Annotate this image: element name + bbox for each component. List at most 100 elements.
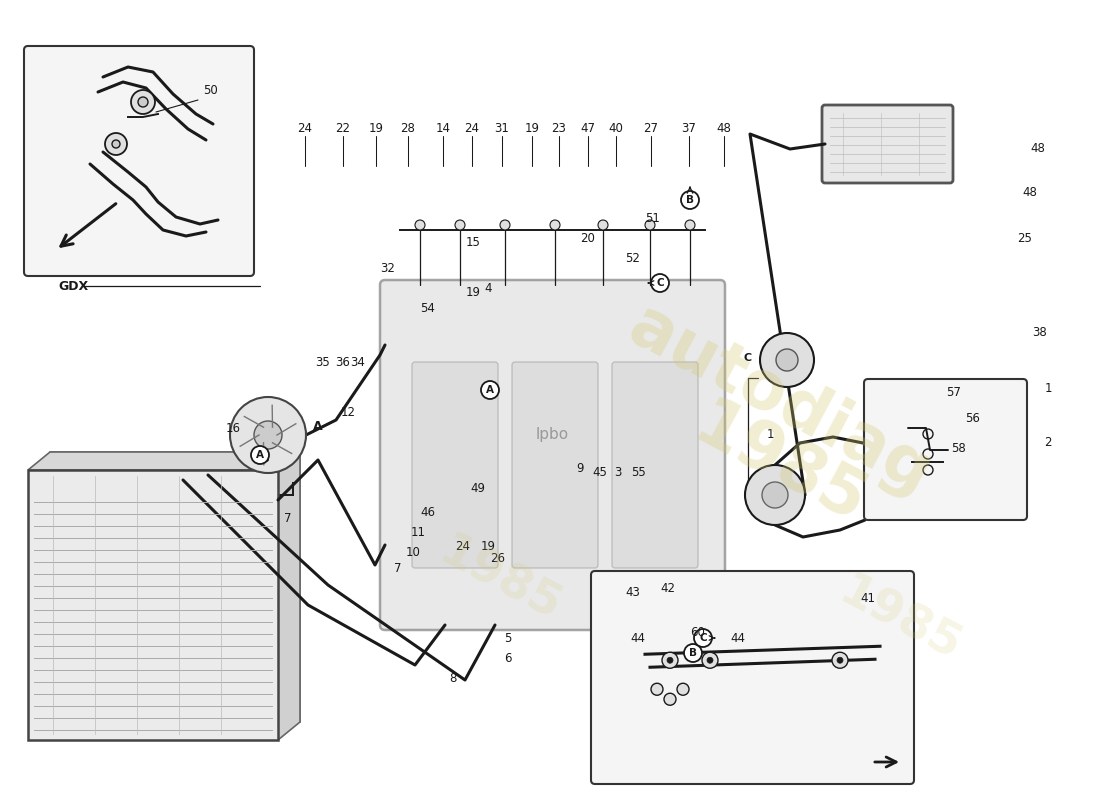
Text: 54: 54 <box>420 302 436 314</box>
Text: 9: 9 <box>576 462 584 474</box>
Circle shape <box>645 220 654 230</box>
Text: 26: 26 <box>491 551 506 565</box>
Text: 57: 57 <box>947 386 961 399</box>
Circle shape <box>662 652 678 668</box>
Circle shape <box>598 220 608 230</box>
Text: 6: 6 <box>504 651 512 665</box>
Text: 24: 24 <box>455 539 471 553</box>
Text: 48: 48 <box>1023 186 1037 199</box>
Text: 32: 32 <box>381 262 395 274</box>
Text: 46: 46 <box>420 506 436 519</box>
Text: 37: 37 <box>682 122 696 134</box>
Circle shape <box>776 349 798 371</box>
Text: autodiag: autodiag <box>617 292 943 508</box>
Text: 12: 12 <box>341 406 355 419</box>
Text: 52: 52 <box>626 251 640 265</box>
Circle shape <box>651 683 663 695</box>
Text: 20: 20 <box>581 231 595 245</box>
Circle shape <box>651 274 669 292</box>
Text: A: A <box>314 421 322 434</box>
Circle shape <box>694 629 712 647</box>
Text: 50: 50 <box>202 83 218 97</box>
Text: 2: 2 <box>1044 437 1052 450</box>
Circle shape <box>500 220 510 230</box>
Text: A: A <box>256 450 264 460</box>
Text: 15: 15 <box>465 237 481 250</box>
Text: 19: 19 <box>465 286 481 299</box>
FancyBboxPatch shape <box>512 362 598 568</box>
Circle shape <box>112 140 120 148</box>
Text: 25: 25 <box>1018 231 1033 245</box>
Text: GDX: GDX <box>58 279 88 293</box>
Circle shape <box>685 220 695 230</box>
Circle shape <box>760 333 814 387</box>
FancyBboxPatch shape <box>28 470 278 740</box>
Text: 58: 58 <box>950 442 966 454</box>
Text: 24: 24 <box>297 122 312 134</box>
FancyBboxPatch shape <box>612 362 698 568</box>
Circle shape <box>138 97 148 107</box>
Text: 14: 14 <box>436 122 451 134</box>
FancyBboxPatch shape <box>822 105 953 183</box>
Text: 27: 27 <box>644 122 659 134</box>
Text: 35: 35 <box>316 357 330 370</box>
Text: 34: 34 <box>351 357 365 370</box>
Text: 16: 16 <box>226 422 241 434</box>
FancyBboxPatch shape <box>379 280 725 630</box>
Text: B: B <box>689 648 697 658</box>
Text: 41: 41 <box>860 591 876 605</box>
Circle shape <box>745 465 805 525</box>
Text: 51: 51 <box>646 211 660 225</box>
Text: 4: 4 <box>484 282 492 294</box>
Text: 47: 47 <box>581 122 595 134</box>
Circle shape <box>455 220 465 230</box>
FancyBboxPatch shape <box>50 452 300 722</box>
Text: 1985: 1985 <box>832 570 969 670</box>
Text: C: C <box>744 353 752 363</box>
FancyBboxPatch shape <box>412 362 498 568</box>
Text: 49: 49 <box>471 482 485 494</box>
Text: C: C <box>657 278 663 288</box>
Circle shape <box>707 658 713 663</box>
Text: 10: 10 <box>406 546 420 559</box>
Circle shape <box>251 446 270 464</box>
Text: 43: 43 <box>626 586 640 599</box>
Text: C: C <box>700 633 707 643</box>
Circle shape <box>837 658 843 663</box>
Text: 55: 55 <box>630 466 646 479</box>
Circle shape <box>684 644 702 662</box>
Text: 45: 45 <box>593 466 607 479</box>
Text: 19: 19 <box>481 539 495 553</box>
Circle shape <box>762 482 788 508</box>
Circle shape <box>832 652 848 668</box>
Circle shape <box>254 421 282 449</box>
Circle shape <box>481 381 499 399</box>
Text: 48: 48 <box>716 122 732 134</box>
Text: 19: 19 <box>368 122 384 134</box>
Text: lpbo: lpbo <box>536 427 569 442</box>
Circle shape <box>550 220 560 230</box>
Text: 1: 1 <box>1044 382 1052 394</box>
Text: 48: 48 <box>1031 142 1045 154</box>
Text: 60: 60 <box>691 626 705 639</box>
Text: 44: 44 <box>730 631 746 645</box>
Text: A: A <box>486 385 494 395</box>
Circle shape <box>230 397 306 473</box>
Text: 22: 22 <box>336 122 351 134</box>
Text: 40: 40 <box>608 122 624 134</box>
Circle shape <box>702 652 718 668</box>
Text: 42: 42 <box>660 582 675 594</box>
Text: 23: 23 <box>551 122 566 134</box>
Text: 19: 19 <box>525 122 539 134</box>
Text: B: B <box>686 195 694 205</box>
Circle shape <box>415 220 425 230</box>
Text: 8: 8 <box>449 671 456 685</box>
Text: 1985: 1985 <box>683 392 878 538</box>
Circle shape <box>681 191 698 209</box>
Text: 31: 31 <box>495 122 509 134</box>
Circle shape <box>104 133 126 155</box>
Text: 5: 5 <box>504 631 512 645</box>
Text: 36: 36 <box>336 357 351 370</box>
Circle shape <box>664 694 676 706</box>
Circle shape <box>667 658 673 663</box>
